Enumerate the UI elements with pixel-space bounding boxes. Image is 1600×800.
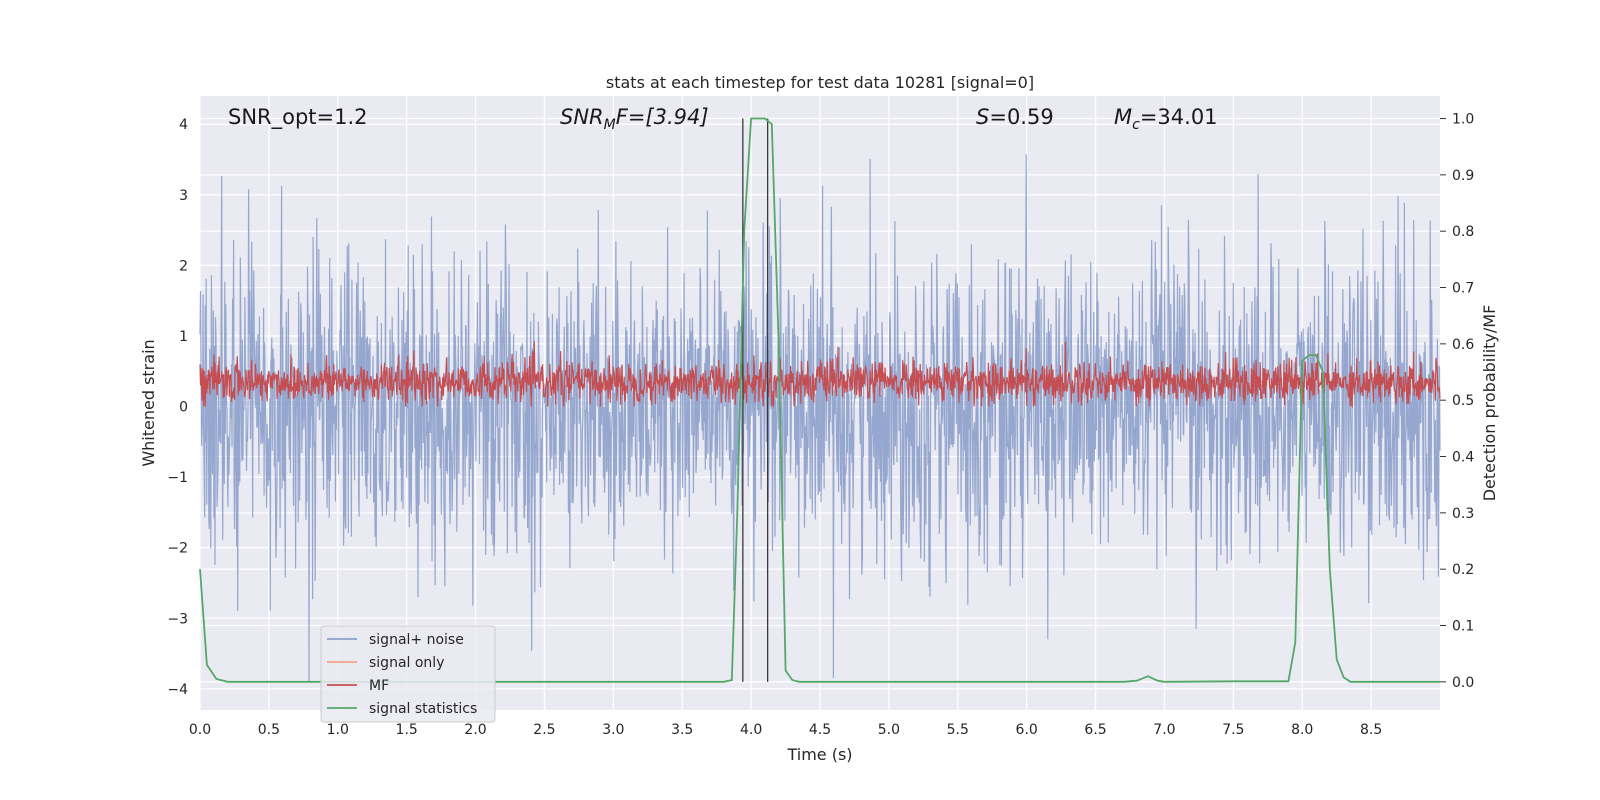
- y-right-tick-label: 0.3: [1452, 506, 1474, 522]
- x-tick-label: 4.5: [809, 722, 831, 738]
- y-right-tick-label: 0.6: [1452, 337, 1474, 353]
- x-tick-label: 4.0: [740, 722, 762, 738]
- annotation-snr-mf-suffix: F=[3.94]: [616, 105, 709, 129]
- y-right-tick-label: 0.4: [1452, 450, 1474, 466]
- y-right-tick-label: 0.8: [1452, 224, 1474, 240]
- legend: signal+ noise signal only MF signal stat…: [320, 625, 496, 723]
- annotation-mc-sub: c: [1132, 117, 1140, 133]
- x-tick-label: 6.0: [1016, 722, 1038, 738]
- x-tick-label: 8.0: [1291, 722, 1313, 738]
- legend-label-mf: MF: [369, 678, 389, 694]
- mf-line: [199, 341, 1441, 409]
- y-tick-label: −1: [167, 470, 188, 486]
- y-right-tick-label: 1.0: [1452, 112, 1474, 128]
- y-right-tick-label: 0.0: [1452, 675, 1474, 691]
- annotation-mc-suffix: =34.01: [1140, 105, 1218, 129]
- legend-label-signal-only: signal only: [369, 655, 444, 671]
- y-right-tick-label: 0.9: [1452, 168, 1474, 184]
- annotation-mc-label: M: [1114, 105, 1132, 129]
- legend-box: [320, 625, 496, 723]
- y-axis-ticks: 4 3 2 1 0 −1 −2 −3 −4: [167, 117, 188, 698]
- x-tick-label: 7.5: [1222, 722, 1244, 738]
- y-tick-label: 1: [179, 329, 188, 345]
- annotation-snr-mf: SNRMF=[3.94]: [560, 105, 709, 133]
- y-right-tick-label: 0.2: [1452, 562, 1474, 578]
- series-signal-statistics: [199, 117, 1440, 683]
- annotation-s-suffix: =0.59: [989, 105, 1053, 129]
- x-tick-label: 5.0: [878, 722, 900, 738]
- y-tick-label: 0: [179, 400, 188, 416]
- y-tick-label: 4: [179, 117, 188, 133]
- x-tick-label: 1.0: [327, 722, 349, 738]
- annotation-s-label: S: [976, 105, 989, 129]
- y-right-axis-label: Detection probability/MF: [1480, 305, 1499, 502]
- x-tick-label: 0.5: [258, 722, 280, 738]
- y-tick-label: −3: [167, 611, 188, 627]
- y-axis-label: Whitened strain: [139, 339, 158, 466]
- series-mf: [199, 341, 1441, 409]
- annotation-mc: Mc=34.01: [1114, 105, 1218, 133]
- x-tick-label: 3.5: [671, 722, 693, 738]
- x-tick-label: 6.5: [1084, 722, 1106, 738]
- annotation-snr-mf-label: SNR: [560, 105, 604, 129]
- x-tick-label: 8.5: [1360, 722, 1382, 738]
- x-tick-label: 3.0: [602, 722, 624, 738]
- x-axis-ticks: 0.0 0.5 1.0 1.5 2.0 2.5 3.0 3.5 4.0 4.5 5.0 5.5 6.0 6…: [189, 722, 1382, 738]
- legend-label-signal-noise: signal+ noise: [369, 632, 464, 648]
- y-tick-label: −2: [167, 541, 188, 557]
- y-right-tick-label: 0.5: [1452, 393, 1474, 409]
- chart-title: stats at each timestep for test data 102…: [606, 73, 1034, 92]
- annotation-snr-opt: SNR_opt=1.2: [228, 105, 368, 130]
- signal-statistics-line: [199, 117, 1440, 683]
- x-tick-label: 5.5: [947, 722, 969, 738]
- x-tick-label: 1.5: [396, 722, 418, 738]
- annotation-s: S=0.59: [976, 105, 1054, 129]
- y-right-axis-ticks: 1.0 0.9 0.8 0.7 0.6 0.5 0.4 0.3 0.2 0.1 0.0: [1440, 112, 1474, 691]
- y-tick-label: −4: [167, 682, 188, 698]
- y-tick-label: 2: [179, 258, 188, 274]
- legend-label-signal-statistics: signal statistics: [369, 701, 477, 717]
- x-axis-label: Time (s): [786, 745, 852, 764]
- annotation-snr-mf-sub: M: [604, 117, 616, 133]
- x-tick-label: 2.0: [464, 722, 486, 738]
- y-right-tick-label: 0.7: [1452, 281, 1474, 297]
- vertical-markers: [742, 118, 769, 682]
- y-tick-label: 3: [179, 188, 188, 204]
- y-right-tick-label: 0.1: [1452, 619, 1474, 635]
- x-tick-label: 7.0: [1153, 722, 1175, 738]
- x-tick-label: 0.0: [189, 722, 211, 738]
- x-tick-label: 2.5: [533, 722, 555, 738]
